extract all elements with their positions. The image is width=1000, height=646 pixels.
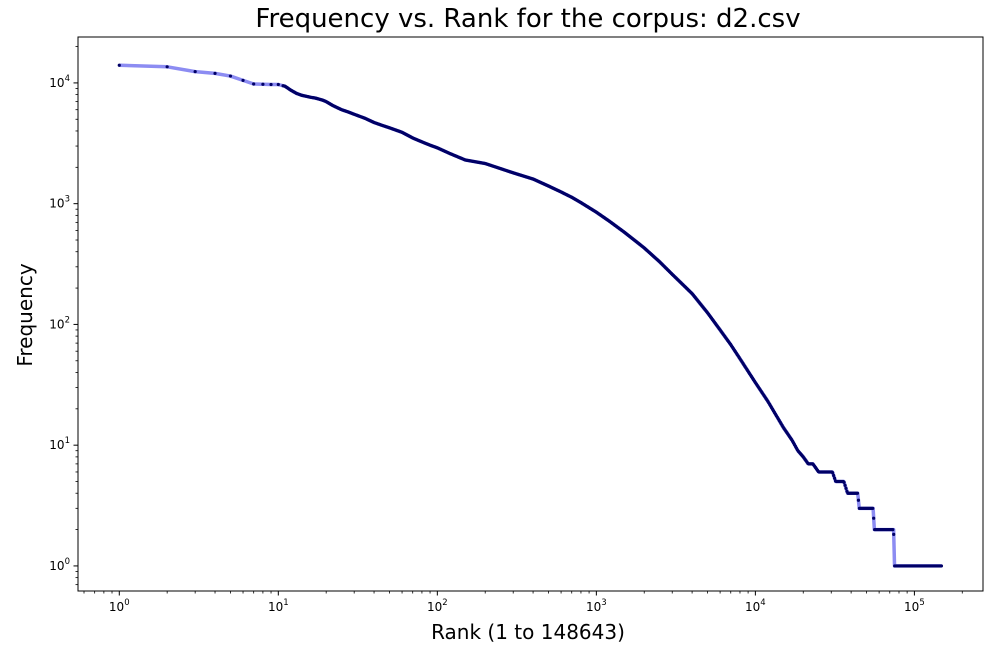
x-tick-label: 102 <box>427 598 448 614</box>
data-point <box>892 532 896 536</box>
tick-labels: 100 101 102 103 104 105 100 101 102 103 104 <box>49 74 924 614</box>
data-point <box>276 82 280 87</box>
data-point <box>832 473 836 478</box>
data-point <box>856 498 861 502</box>
data-point <box>831 471 835 475</box>
data-point <box>228 74 233 78</box>
x-tick-label: 104 <box>745 598 766 614</box>
plot-background <box>78 37 983 591</box>
data-point <box>261 82 265 86</box>
y-tick-label: 103 <box>49 195 70 211</box>
data-point <box>213 71 217 75</box>
data-point <box>165 65 169 69</box>
y-tick-label: 102 <box>49 315 70 331</box>
data-point <box>241 78 245 82</box>
data-point <box>117 63 121 67</box>
data-point <box>871 506 875 510</box>
y-axis-label: Frequency <box>13 263 37 366</box>
x-tick-label: 101 <box>268 598 289 614</box>
x-tick-label: 105 <box>904 598 925 614</box>
y-tick-label: 104 <box>49 74 70 90</box>
data-point <box>269 82 273 87</box>
chart-title: Frequency vs. Rank for the corpus: d2.cs… <box>255 4 800 34</box>
plot-frame <box>77 36 984 592</box>
data-point <box>842 480 846 484</box>
major-ticks <box>73 82 915 596</box>
data-point <box>939 564 944 568</box>
x-axis-label: Rank (1 to 148643) <box>431 620 625 644</box>
data-point <box>855 491 860 495</box>
data-point <box>872 516 876 520</box>
data-point <box>843 483 847 487</box>
data-point <box>844 486 848 490</box>
series-markers <box>117 63 944 568</box>
data-point <box>193 70 197 74</box>
x-tick-label: 100 <box>109 598 130 614</box>
y-tick-label: 100 <box>49 557 70 573</box>
data-point <box>252 82 256 86</box>
data-point <box>891 527 895 532</box>
y-tick-label: 101 <box>49 436 70 452</box>
data-point <box>832 476 837 480</box>
x-tick-label: 103 <box>586 598 607 614</box>
